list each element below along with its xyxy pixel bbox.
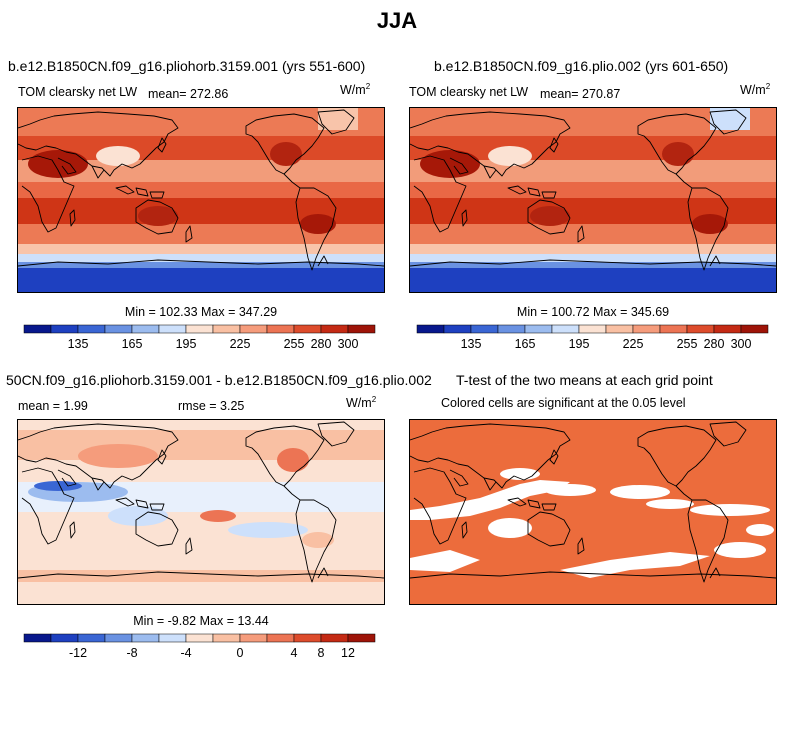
panel-1-map [17, 107, 385, 293]
colorbar-2-segment-10 [686, 324, 715, 334]
colorbar-3-tick-label: -12 [69, 646, 87, 660]
colorbar-3-tick-label: 0 [237, 646, 244, 660]
colorbar-3-segment-9 [266, 633, 295, 643]
colorbar-1-segment-6 [185, 324, 214, 334]
colorbar-1-tick-label: 280 [311, 337, 332, 351]
colorbar-2-segment-2 [470, 324, 499, 334]
colorbar-3-tick-label: 8 [318, 646, 325, 660]
non-significant-cells [410, 468, 774, 578]
panel-1-units: W/m2 [340, 82, 371, 98]
colorbar-3-tick-label: -4 [180, 646, 191, 660]
panel-1-mean: mean= 272.86 [148, 87, 229, 101]
colorbar-1-tick-label: 165 [122, 337, 143, 351]
colorbar-1-tick-label: 300 [338, 337, 359, 351]
colorbar-2-tick-label: 135 [461, 337, 482, 351]
colorbar-3-segment-4 [131, 633, 160, 643]
colorbar-1-segment-2 [77, 324, 106, 334]
colorbar-1-segment-5 [158, 324, 187, 334]
panel-1-variable: TOM clearsky net LW [18, 85, 138, 99]
colorbar-1-segment-4 [131, 324, 160, 334]
colorbar-2-segment-0 [416, 324, 445, 334]
panel-2-mean: mean= 270.87 [540, 87, 621, 101]
panel-3-mean: mean = 1.99 [18, 399, 88, 413]
colorbar-2-tick-label: 280 [704, 337, 725, 351]
panel-2-units: W/m2 [740, 82, 771, 98]
colorbar-2-segment-12 [740, 324, 769, 334]
colorbar-1-segment-0 [23, 324, 52, 334]
panel-4-subtitle: Colored cells are significant at the 0.0… [441, 396, 686, 410]
colorbar-2-segment-5 [551, 324, 580, 334]
colorbar-2-segment-1 [443, 324, 472, 334]
panel-3-minmax: Min = -9.82 Max = 13.44 [133, 614, 269, 628]
colorbar-1-segment-3 [104, 324, 133, 334]
colorbar-2-segment-4 [524, 324, 553, 334]
colorbar-1-tick-label: 135 [68, 337, 89, 351]
colorbar-1: 135 165 195 225 255 280 300 [23, 324, 377, 353]
colorbar-1-tick-label: 195 [176, 337, 197, 351]
colorbar-3-segment-8 [239, 633, 268, 643]
colorbar-2-segment-11 [713, 324, 742, 334]
colorbar-1-segment-1 [50, 324, 79, 334]
panel-1-title: b.e12.B1850CN.f09_g16.pliohorb.3159.001 … [8, 58, 366, 74]
colorbar-1-segment-8 [239, 324, 268, 334]
colorbar-1-tick-label: 255 [284, 337, 305, 351]
colorbar-3-segment-10 [293, 633, 322, 643]
colorbar-2-tick-label: 195 [569, 337, 590, 351]
colorbar-3-tick-label: -8 [126, 646, 137, 660]
colorbar-3-segment-12 [347, 633, 376, 643]
colorbar-2-tick-label: 255 [677, 337, 698, 351]
panel-3-map [17, 419, 385, 605]
colorbar-1-tick-label: 225 [230, 337, 251, 351]
colorbar-2-tick-label: 300 [731, 337, 752, 351]
colorbar-3-tick-label: 12 [341, 646, 355, 660]
colorbar-3-segment-1 [50, 633, 79, 643]
colorbar-1-segment-7 [212, 324, 241, 334]
colorbar-3-segment-3 [104, 633, 133, 643]
colorbar-2-segment-8 [632, 324, 661, 334]
colorbar-2-segment-3 [497, 324, 526, 334]
colorbar-1-segment-9 [266, 324, 295, 334]
colorbar-3-segment-0 [23, 633, 52, 643]
colorbar-3-segment-2 [77, 633, 106, 643]
panel-1-minmax: Min = 102.33 Max = 347.29 [124, 305, 278, 319]
colorbar-2-segment-6 [578, 324, 607, 334]
colorbar-3-segment-5 [158, 633, 187, 643]
panel-4-map [409, 419, 777, 605]
figure-title: JJA [376, 8, 418, 33]
colorbar-1-segment-10 [293, 324, 322, 334]
colorbar-1-segment-11 [320, 324, 349, 334]
colorbar-3-segment-11 [320, 633, 349, 643]
colorbar-2: 135 165 195 225 255 280 300 [416, 324, 770, 353]
panel-3-rmse: rmse = 3.25 [178, 399, 245, 413]
colorbar-1-segment-12 [347, 324, 376, 334]
colorbar-3: -12 -8 -4 0 4 8 12 [23, 633, 377, 662]
panel-3-title: 50CN.f09_g16.pliohorb.3159.001 - b.e12.B… [6, 372, 432, 388]
panel-3-units: W/m2 [346, 395, 377, 411]
panel-2-variable: TOM clearsky net LW [409, 85, 529, 99]
colorbar-2-segment-9 [659, 324, 688, 334]
panel-2-map [409, 107, 777, 293]
panel-2-title: b.e12.B1850CN.f09_g16.plio.002 (yrs 601-… [434, 58, 729, 74]
colorbar-3-segment-7 [212, 633, 241, 643]
colorbar-2-tick-label: 225 [623, 337, 644, 351]
colorbar-3-segment-6 [185, 633, 214, 643]
colorbar-2-tick-label: 165 [515, 337, 536, 351]
panel-2-minmax: Min = 100.72 Max = 345.69 [516, 305, 670, 319]
panel-4-title: T-test of the two means at each grid poi… [456, 372, 713, 388]
colorbar-3-tick-label: 4 [291, 646, 298, 660]
colorbar-2-segment-7 [605, 324, 634, 334]
